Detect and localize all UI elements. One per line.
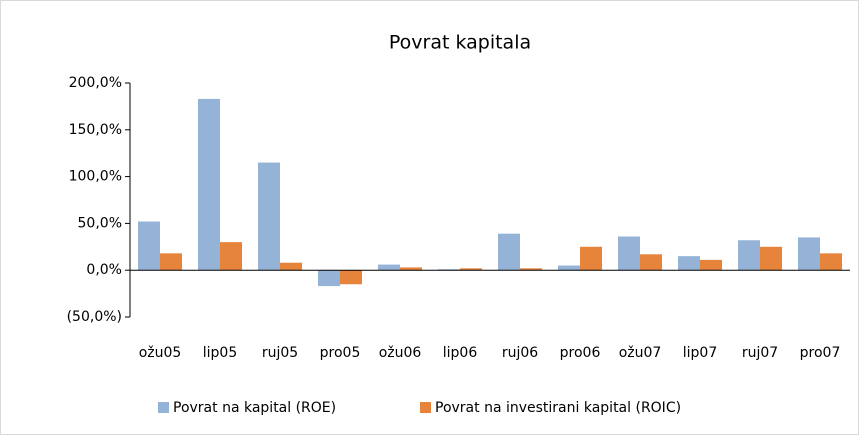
bar — [618, 236, 640, 271]
bar — [258, 162, 280, 271]
legend-swatch — [420, 402, 431, 413]
y-tick-label: (50,0%) — [67, 309, 122, 325]
y-tick-label: 0,0% — [86, 262, 122, 278]
x-tick-label: lip07 — [683, 345, 717, 361]
bar — [460, 268, 482, 271]
y-tick-label: 200,0% — [69, 75, 122, 91]
bar — [580, 246, 602, 271]
x-tick-label: pro05 — [320, 345, 361, 361]
bar — [220, 242, 242, 271]
bar — [400, 267, 422, 271]
bar — [498, 233, 520, 271]
x-tick-label: pro06 — [560, 345, 601, 361]
legend-label: Povrat na investirani kapital (ROIC) — [435, 400, 681, 416]
bar — [138, 221, 160, 271]
y-tick-label: 100,0% — [69, 169, 122, 185]
x-tick-label: ruj07 — [742, 345, 778, 361]
x-tick-label: lip06 — [443, 345, 478, 361]
legend-label: Povrat na kapital (ROE) — [173, 400, 336, 416]
y-tick-label: 50,0% — [78, 215, 122, 231]
x-tick-label: ožu06 — [379, 345, 422, 361]
y-tick-label: 150,0% — [69, 122, 122, 138]
bar — [280, 262, 302, 271]
x-tick-label: lip05 — [203, 345, 237, 361]
bar — [760, 246, 782, 271]
x-tick-label: ruj06 — [502, 345, 538, 361]
bar — [198, 98, 220, 271]
bar — [558, 265, 580, 271]
bar — [798, 237, 820, 271]
x-tick-label: pro07 — [800, 345, 841, 361]
bar — [678, 256, 700, 271]
bar — [640, 254, 662, 271]
bar — [318, 270, 340, 287]
bar — [340, 270, 362, 285]
bar — [738, 240, 760, 271]
x-tick-label: ruj05 — [262, 345, 298, 361]
bar — [700, 259, 722, 271]
x-tick-label: ožu05 — [139, 345, 182, 361]
legend-swatch — [158, 402, 169, 413]
chart-title: Povrat kapitala — [389, 32, 531, 54]
bar — [820, 253, 842, 271]
bar — [520, 268, 542, 271]
x-tick-label: ožu07 — [619, 345, 662, 361]
bar — [378, 264, 400, 271]
bar — [160, 253, 182, 271]
